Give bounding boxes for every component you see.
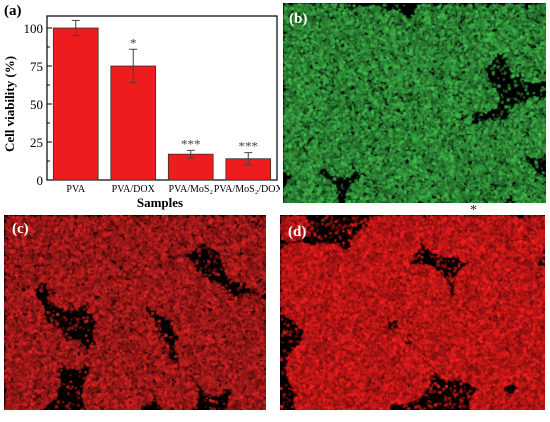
bar-1 <box>110 65 157 181</box>
significance-marker: *** <box>239 139 259 154</box>
x-tick-label: PVA/DOX <box>112 184 156 195</box>
significance-marker: * <box>130 35 137 50</box>
red-stained-micrograph-d <box>280 215 545 410</box>
chart-bars: **** *** <box>52 19 272 181</box>
x-tick-label: PVA/MoS₂/DOX <box>214 184 280 195</box>
asterisk-marker: * <box>470 203 477 218</box>
y-axis-label: Cell viability (%) <box>2 56 17 152</box>
panel-label-c: (c) <box>12 221 29 237</box>
x-axis-label: Samples <box>137 195 183 210</box>
y-tick-label: 100 <box>24 21 44 36</box>
x-tick-label: PVA/MoS₂ <box>169 184 213 195</box>
panel-label-b: (b) <box>289 11 308 27</box>
y-tick-label: 25 <box>30 135 43 150</box>
significance-marker: *** <box>181 136 201 151</box>
panel-label-a: (a) <box>4 3 22 19</box>
plot-frame <box>46 15 278 181</box>
x-tick-label: PVA <box>66 184 85 195</box>
bar-2 <box>167 153 214 181</box>
red-stained-micrograph-c <box>4 215 266 410</box>
y-tick-label: 75 <box>30 59 43 74</box>
chart-axes: 0 25 50 75 100 PVA PVA/DOX PVA/MoS₂ PVA/MoS₂/DOX <box>24 15 280 195</box>
y-tick-label: 0 <box>37 173 44 188</box>
panel-label-d: (d) <box>288 224 307 240</box>
y-tick-label: 50 <box>30 97 43 112</box>
live-cell-green-micrograph <box>283 3 546 203</box>
bar-0 <box>52 27 99 181</box>
viability-bar-chart: 0 25 50 75 100 PVA PVA/DOX PVA/MoS₂ PVA/MoS₂/DOX… <box>2 15 280 210</box>
